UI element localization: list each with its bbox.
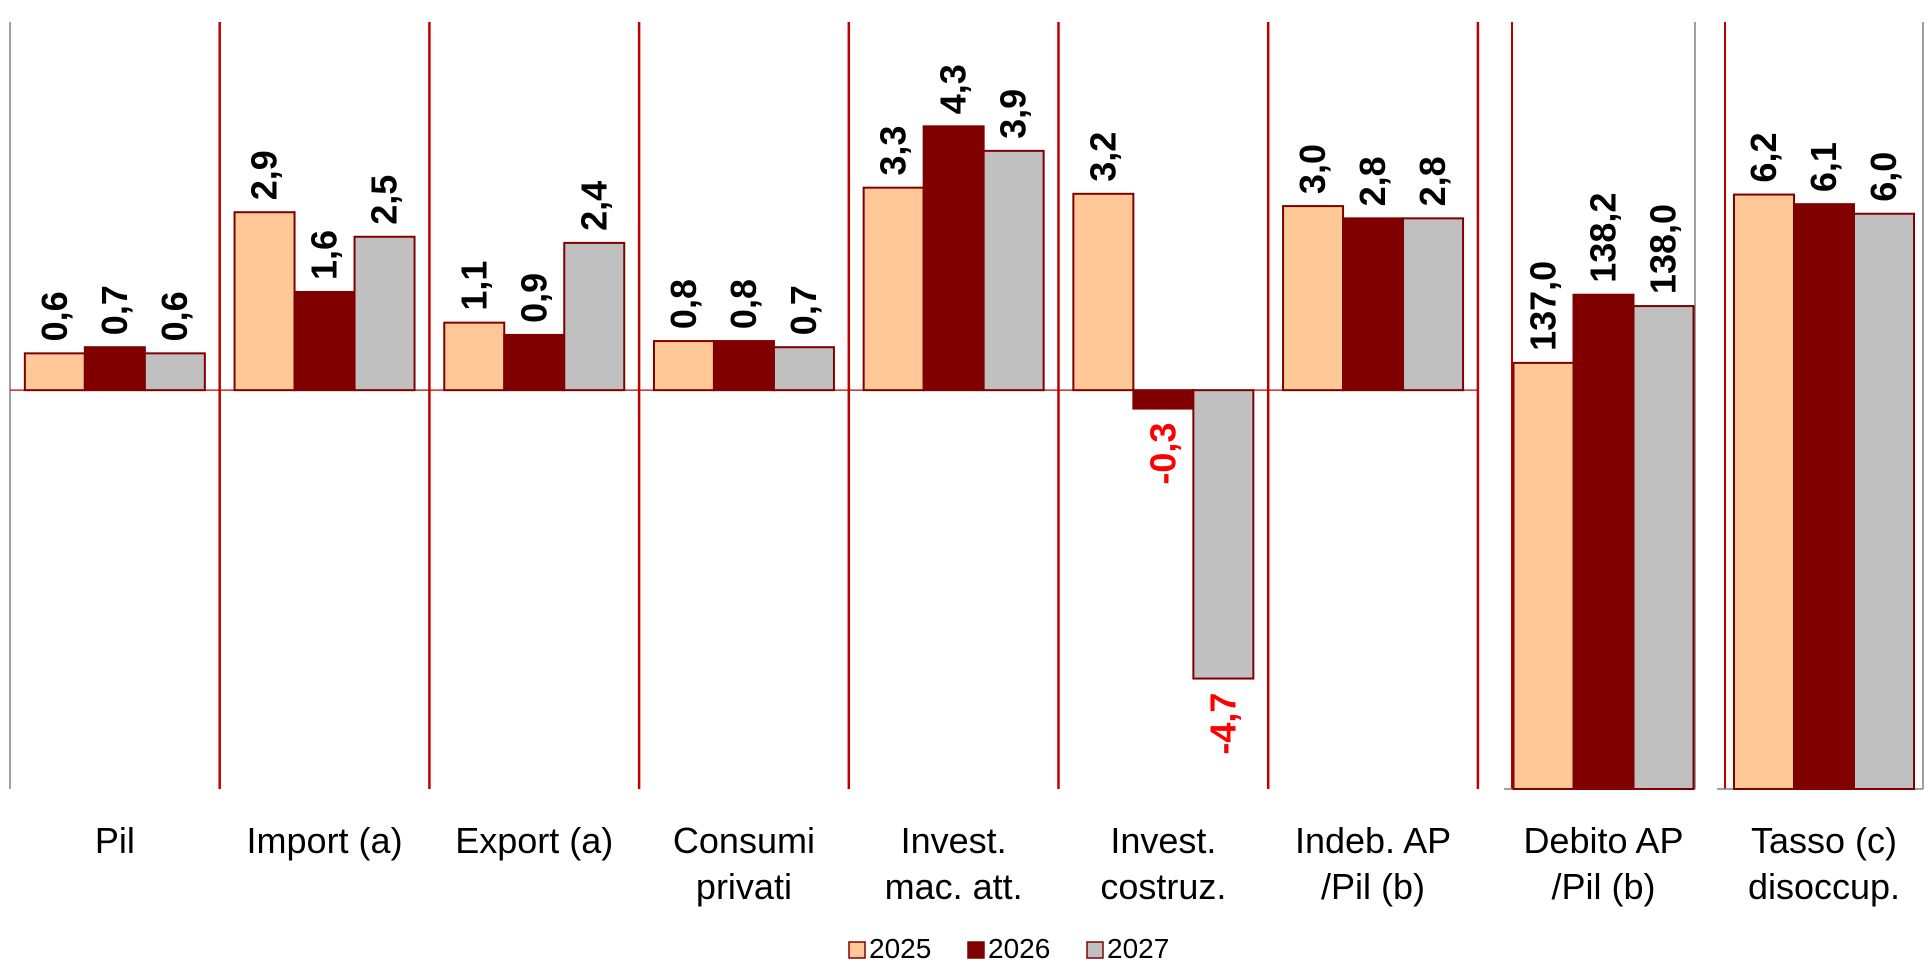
bar-2027 xyxy=(1192,389,1255,680)
data-label: 0,7 xyxy=(94,285,135,335)
bar-2027 xyxy=(1853,212,1915,790)
legend-swatch-2027 xyxy=(1086,941,1104,959)
data-label: 3,2 xyxy=(1082,132,1123,182)
bar-2025 xyxy=(443,321,506,392)
bar-2025 xyxy=(1072,192,1135,392)
category-label: /Pil (b) xyxy=(1551,866,1655,907)
category-label: Invest. xyxy=(901,820,1007,861)
bar-2025 xyxy=(23,352,86,392)
bar-2026 xyxy=(922,125,985,392)
data-label: 138,2 xyxy=(1583,193,1624,283)
data-label: 2,8 xyxy=(1352,156,1393,206)
category-label: Invest. xyxy=(1110,820,1216,861)
data-label: 6,0 xyxy=(1863,152,1904,202)
category-label: Consumi xyxy=(673,820,815,861)
data-label: 4,3 xyxy=(933,64,974,114)
data-label: -0,3 xyxy=(1142,423,1183,485)
data-label: 0,9 xyxy=(513,273,554,323)
category-label: costruz. xyxy=(1100,866,1226,907)
data-label: 0,6 xyxy=(34,291,75,341)
data-label: 0,6 xyxy=(154,291,195,341)
data-label: 2,9 xyxy=(244,150,285,200)
category-label: Pil xyxy=(95,820,135,861)
bar-2027 xyxy=(982,149,1045,392)
bar-2025 xyxy=(652,340,715,392)
bar-2026 xyxy=(293,290,356,392)
data-label: 2,8 xyxy=(1412,156,1453,206)
bar-2025 xyxy=(233,211,296,392)
data-label: 2,5 xyxy=(364,175,405,225)
legend-label-2025: 2025 xyxy=(869,933,931,964)
legend: 2025 2026 2027 xyxy=(848,933,1169,964)
category-label: /Pil (b) xyxy=(1321,866,1425,907)
legend-label-2026: 2026 xyxy=(988,933,1050,964)
bar-2026 xyxy=(1132,389,1195,410)
data-label: 2,4 xyxy=(573,181,614,231)
legend-swatch-2026 xyxy=(967,941,985,959)
bar-2026 xyxy=(1793,203,1855,791)
data-label: 1,6 xyxy=(304,230,345,280)
bar-2025 xyxy=(1512,361,1575,790)
legend-swatch-2025 xyxy=(848,941,866,959)
bar-2026 xyxy=(1342,217,1405,392)
bar-2026 xyxy=(83,346,146,392)
category-label: disoccup. xyxy=(1748,866,1900,907)
bar-2026 xyxy=(712,340,775,392)
bar-2025 xyxy=(862,186,925,392)
category-label: Debito AP xyxy=(1523,820,1683,861)
data-label: 3,0 xyxy=(1292,144,1333,194)
data-label: 0,8 xyxy=(723,279,764,329)
category-label: privati xyxy=(696,866,792,907)
data-label: 3,3 xyxy=(873,126,914,176)
data-label: 6,1 xyxy=(1803,142,1844,192)
data-label: 0,8 xyxy=(663,279,704,329)
category-label: Tasso (c) xyxy=(1751,820,1897,861)
data-label: -4,7 xyxy=(1202,693,1243,755)
data-label: 138,0 xyxy=(1643,204,1684,294)
bar-2027 xyxy=(353,235,416,392)
category-label: Import (a) xyxy=(247,820,403,861)
bar-2026 xyxy=(1572,293,1635,790)
legend-label-2027: 2027 xyxy=(1107,933,1169,964)
bar-2026 xyxy=(503,333,566,392)
data-label: 6,2 xyxy=(1743,133,1784,183)
chart-panel-1: 0,6 0,7 0,6 Pil 2,9 1,6 2,5 Import (a) 1,1 0,9 2,4… xyxy=(9,22,1480,907)
bar-2027 xyxy=(1402,217,1465,392)
bar-2027 xyxy=(1632,305,1695,790)
category-label: Export (a) xyxy=(455,820,613,861)
data-label: 1,1 xyxy=(453,261,494,311)
bar-2027 xyxy=(563,241,626,392)
bar-2027 xyxy=(772,346,835,392)
chart-panel-3: 6,2 6,1 6,0 Tasso (c) disoccup. xyxy=(1717,22,1924,907)
bar-2027 xyxy=(143,352,206,392)
category-label: Indeb. AP xyxy=(1295,820,1451,861)
data-label: 3,9 xyxy=(993,89,1034,139)
data-label: 137,0 xyxy=(1523,261,1564,351)
data-label: 0,7 xyxy=(783,285,824,335)
chart-panel-2: 137,0 138,2 138,0 Debito AP/Pil (b) xyxy=(1504,22,1696,907)
category-label: mac. att. xyxy=(885,866,1023,907)
bar-2025 xyxy=(1733,193,1795,790)
bar-2025 xyxy=(1282,205,1345,392)
